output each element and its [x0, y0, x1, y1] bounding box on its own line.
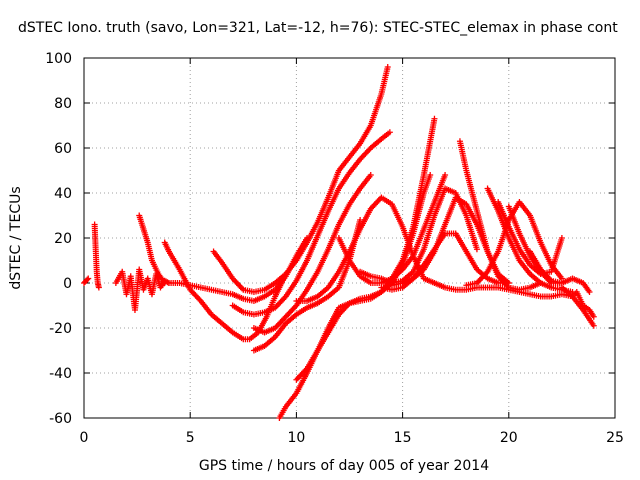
grid-lines	[84, 58, 615, 418]
data-series	[484, 185, 576, 295]
x-tick-label: 5	[186, 430, 195, 446]
data-series	[136, 212, 168, 286]
data-point	[85, 275, 92, 282]
data-point	[442, 172, 449, 178]
x-axis-label: GPS time / hours of day 005 of year 2014	[199, 458, 489, 474]
axis-ticks: 0 5 10 15 20 25 -60 -40 -20 0 20 40 60 80 100	[45, 51, 624, 446]
data-point	[590, 313, 597, 320]
data-series	[112, 266, 172, 313]
data-series	[293, 115, 438, 383]
data-series	[81, 275, 92, 286]
y-axis-label: dSTEC / TECUs	[8, 186, 24, 289]
data-series	[250, 172, 374, 336]
plot-frame	[83, 57, 616, 419]
data-point	[95, 284, 102, 291]
y-tick-label: -40	[49, 366, 72, 382]
y-tick-label: 60	[54, 141, 72, 157]
y-tick-label: -20	[49, 321, 72, 337]
y-tick-label: 100	[45, 51, 72, 67]
data-point	[367, 172, 374, 178]
data-series	[210, 64, 391, 295]
x-tick-label: 25	[606, 430, 624, 446]
x-tick-label: 10	[287, 430, 305, 446]
data-point	[386, 129, 393, 136]
data-series	[91, 221, 102, 291]
y-tick-label: 20	[54, 231, 72, 247]
x-tick-label: 15	[394, 430, 412, 446]
data-series	[456, 138, 544, 293]
data-series	[250, 217, 364, 354]
data-point	[84, 276, 91, 283]
data-points	[81, 64, 597, 421]
chart-title: dSTEC Iono. truth (savo, Lon=321, Lat=-1…	[18, 20, 618, 36]
data-series	[558, 284, 597, 320]
x-tick-label: 0	[80, 430, 89, 446]
data-series	[229, 129, 393, 318]
data-point	[431, 115, 438, 122]
data-point	[586, 289, 593, 295]
y-tick-label: -60	[49, 411, 72, 427]
y-tick-label: 80	[54, 96, 72, 112]
data-point	[427, 172, 434, 178]
y-tick-label: 40	[54, 186, 72, 202]
x-tick-label: 20	[500, 430, 518, 446]
y-tick-label: 0	[63, 276, 72, 292]
data-point	[558, 235, 565, 241]
data-point	[473, 246, 480, 253]
data-point	[384, 64, 391, 70]
data-series	[527, 248, 593, 295]
data-point	[590, 322, 597, 329]
